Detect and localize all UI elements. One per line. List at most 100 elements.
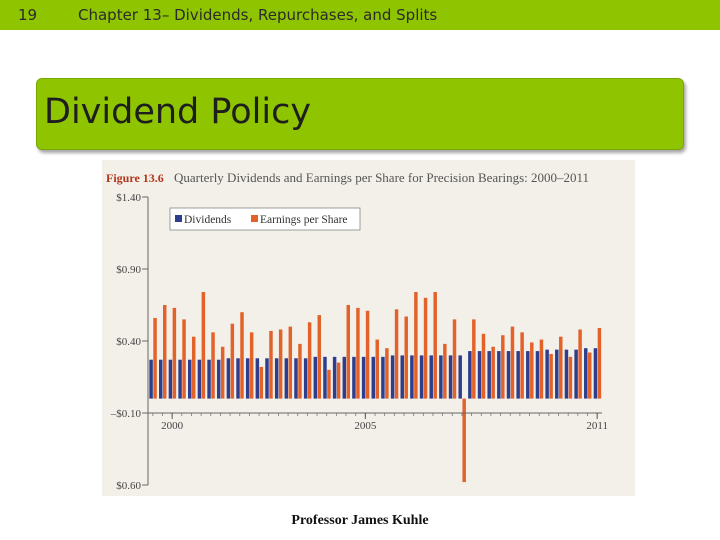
bar-earnings [530,342,534,399]
bar-dividends [458,355,462,399]
bar-dividends [236,358,240,399]
bar-dividends [545,349,549,399]
legend-swatch-dividends [175,215,182,222]
bar-dividends [506,351,511,399]
bar-earnings [240,312,244,399]
bar-earnings [230,323,235,399]
legend-label-dividends: Dividends [184,214,232,226]
chart: Figure 13.6 Quarterly Dividends and Earn… [106,170,608,492]
bar-earnings [356,307,360,399]
bar-dividends [313,356,318,399]
bar-dividends [487,351,491,399]
bar-dividends [390,355,395,399]
bar-earnings [191,336,196,399]
bar-dividends [216,359,221,399]
y-tick-label: $0.60 [116,480,141,492]
bar-earnings [443,343,447,399]
bar-earnings [568,356,573,399]
bar-dividends [323,356,327,399]
bar-earnings [298,343,302,399]
bar-earnings [220,346,225,399]
y-tick-label: $0.90 [116,264,141,276]
bar-earnings [162,305,167,399]
bar-earnings [269,330,273,399]
bar-dividends [593,348,598,399]
bar-dividends [361,356,366,399]
x-tick-label: 2000 [161,420,184,432]
bar-dividends [448,355,453,399]
header-bar: 19 Chapter 13– Dividends, Repurchases, a… [0,0,720,30]
bar-earnings [327,369,331,399]
bar-earnings [520,332,524,399]
bar-dividends [274,358,279,399]
bar-dividends [535,351,540,399]
y-tick-label: $1.40 [116,192,141,204]
bar-earnings [182,319,186,399]
bar-earnings [336,362,341,399]
bar-earnings [481,333,486,399]
bar-earnings [153,317,157,399]
x-tick-label: 2005 [354,420,377,432]
bar-earnings [307,322,312,399]
bar-earnings [452,319,457,399]
bar-dividends [178,359,182,399]
bar-dividends [187,359,192,399]
figure-label: Figure 13.6 [106,171,164,185]
bar-earnings [385,348,389,399]
bar-dividends [468,351,472,399]
bar-dividends [497,351,501,399]
bar-dividends [303,358,308,399]
bar-earnings [588,352,592,399]
bar-dividends [332,356,337,399]
bar-dividends [197,359,202,399]
bar-earnings [414,292,418,399]
bar-dividends [526,351,530,399]
bar-dividends [352,356,356,399]
bar-dividends [410,355,414,399]
bar-earnings [510,326,515,399]
chart-panel: Figure 13.6 Quarterly Dividends and Earn… [102,160,635,496]
bar-dividends [564,349,569,399]
bar-dividends [429,355,433,399]
legend-box [169,207,361,231]
bar-earnings [472,319,476,399]
bar-dividends [149,359,153,399]
bar-earnings [317,315,322,399]
bar-dividends [381,356,385,399]
bar-dividends [574,349,578,399]
bar-dividends [477,351,482,399]
bar-earnings [559,336,563,399]
bar-dividends [439,355,443,399]
bar-earnings [501,335,505,399]
legend-label-earnings: Earnings per Share [260,214,348,226]
bar-dividends [159,359,163,399]
bar-earnings [375,339,379,399]
bar-earnings [249,332,254,399]
bar-dividends [516,351,520,399]
bar-dividends [371,356,375,399]
bar-dividends [255,358,260,399]
bar-dividends [284,358,289,399]
bar-earnings [211,332,215,399]
bar-earnings [433,292,437,399]
bar-earnings [423,297,428,399]
bar-earnings [462,398,466,483]
bar-dividends [265,358,269,399]
bar-earnings [404,316,408,399]
bar-earnings [201,292,206,399]
x-tick-label: 2011 [586,420,608,432]
bar-earnings [549,353,553,399]
bar-dividends [245,358,250,399]
title-box: Dividend Policy [36,78,684,150]
legend-swatch-earnings [251,215,258,222]
bar-earnings [172,307,177,399]
bar-earnings [578,329,582,399]
bar-dividends [207,359,211,399]
y-tick-label: $0.40 [116,336,141,348]
footer-author: Professor James Kuhle [291,513,429,528]
bar-dividends [400,355,404,399]
bar-earnings [491,346,495,399]
bar-dividends [168,359,173,399]
chart-title: Quarterly Dividends and Earnings per Sha… [174,170,589,185]
bar-earnings [278,329,283,399]
